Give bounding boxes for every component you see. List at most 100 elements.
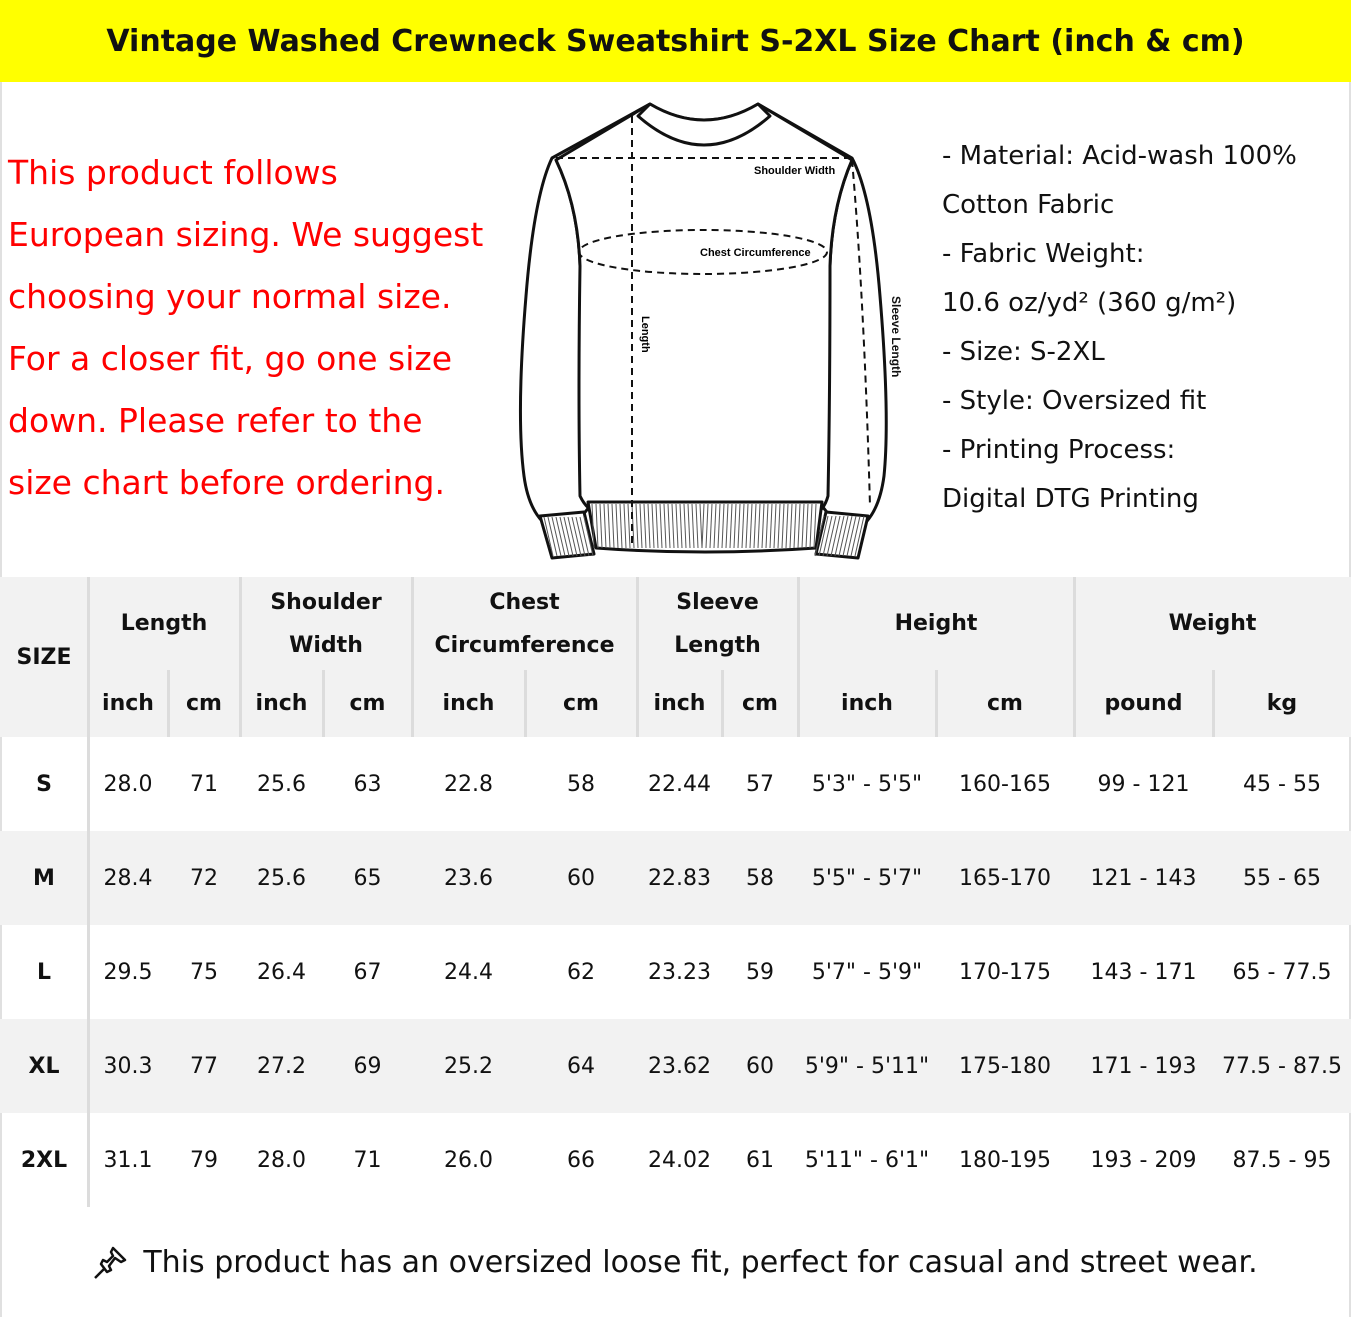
spec-line: 10.6 oz/yd² (360 g/m²) [942,288,1237,318]
value-cell: 71 [353,1147,382,1173]
value-cell: 23.62 [648,1053,711,1079]
unit-header: inch [102,691,154,716]
value-cell: 28.4 [103,865,153,891]
value-cell: 193 - 209 [1090,1147,1197,1173]
column-divider [167,670,170,737]
unit-header: cm [563,691,599,716]
value-cell: 25.6 [257,771,306,797]
unit-header: pound [1104,691,1183,716]
unit-header: inch [653,691,706,716]
sizing-note-line: down. Please refer to the [8,401,423,440]
value-cell: 22.44 [648,771,711,797]
chest-circumference-label: Chest Circumference [700,247,811,259]
size-cell: L [36,959,52,985]
value-cell: 26.4 [257,959,306,985]
size-cell: 2XL [20,1147,68,1173]
spec-line: Cotton Fabric [942,190,1115,220]
column-divider [87,577,90,737]
fit-note: This product has an oversized loose fit,… [0,1207,1351,1317]
value-cell: 175-180 [959,1053,1051,1079]
value-cell: 171 - 193 [1090,1053,1197,1079]
value-cell: 5'7" - 5'9" [811,959,923,985]
table-row: M 28.4 72 25.6 65 23.6 60 22.83 58 5'5" - 5'7" 165… [0,831,1351,925]
value-cell: 72 [190,865,218,891]
sizing-note-line: This product follows [8,153,338,192]
value-cell: 23.23 [648,959,711,985]
column-divider [1212,670,1215,737]
column-group-header: Weight [1168,611,1257,636]
value-cell: 79 [190,1147,218,1173]
sizing-note-line: European sizing. We suggest [8,215,484,254]
table-row: S 28.0 71 25.6 63 22.8 58 22.44 57 5'3" - 5'5" 160… [0,737,1351,831]
size-column-divider [87,1019,90,1113]
value-cell: 61 [746,1147,774,1173]
value-cell: 62 [567,959,595,985]
column-group-header: Chest Circumference [434,589,615,658]
size-table: SIZE Length Shoulder Width Chest Circumfere… [0,577,1351,1207]
value-cell: 31.1 [103,1147,153,1173]
sizing-note-line: choosing your normal size. [8,277,452,316]
value-cell: 58 [746,865,774,891]
spec-line: - Style: Oversized fit [942,386,1207,416]
unit-header: cm [987,691,1023,716]
value-cell: 24.02 [648,1147,711,1173]
shoulder-width-label: Shoulder Width [754,165,835,177]
size-column-divider [87,737,90,831]
fit-note-text: This product has an oversized loose fit,… [143,1244,1258,1280]
value-cell: 121 - 143 [1090,865,1197,891]
spec-line: - Fabric Weight: [942,239,1145,269]
length-label: Length [639,316,651,353]
unit-header: inch [841,691,893,716]
column-divider [411,577,414,737]
value-cell: 60 [746,1053,774,1079]
spec-line: - Material: Acid-wash 100% [942,141,1297,171]
table-row: 2XL 31.1 79 28.0 71 26.0 66 24.02 61 5'11" - 6'1"… [0,1113,1351,1207]
value-cell: 65 - 77.5 [1232,959,1332,985]
value-cell: 71 [190,771,218,797]
product-specs: - Material: Acid-wash 100% Cotton Fabric -… [942,132,1342,524]
value-cell: 67 [353,959,382,985]
value-cell: 24.4 [444,959,493,985]
value-cell: 58 [567,771,595,797]
sizing-note-line: size chart before ordering. [8,463,445,502]
size-column-divider [87,1113,90,1207]
size-header: SIZE [16,644,72,670]
value-cell: 25.2 [444,1053,493,1079]
value-cell: 25.6 [257,865,306,891]
value-cell: 55 - 65 [1243,865,1321,891]
value-cell: 28.0 [103,771,153,797]
unit-header: inch [442,691,495,716]
unit-header: cm [742,691,778,716]
value-cell: 30.3 [103,1053,153,1079]
value-cell: 77.5 - 87.5 [1222,1053,1342,1079]
pushpin-icon [94,1246,127,1279]
value-cell: 87.5 - 95 [1232,1147,1332,1173]
value-cell: 5'9" - 5'11" [804,1053,930,1079]
value-cell: 143 - 171 [1090,959,1197,985]
value-cell: 77 [190,1053,218,1079]
unit-header: cm [186,691,222,716]
column-divider [721,670,724,737]
value-cell: 22.8 [444,771,493,797]
sweatshirt-diagram: Shoulder Width Chest Circumference Lengt… [518,102,903,560]
size-column-divider [87,831,90,925]
value-cell: 28.0 [257,1147,306,1173]
spec-line: Digital DTG Printing [942,484,1199,514]
spec-line: - Size: S-2XL [942,337,1105,367]
value-cell: 5'5" - 5'7" [811,865,923,891]
value-cell: 66 [567,1147,595,1173]
column-divider [322,670,325,737]
value-cell: 64 [567,1053,595,1079]
column-group-header: Height [894,611,978,636]
value-cell: 5'3" - 5'5" [811,771,923,797]
column-group-header: Length [120,611,208,636]
value-cell: 29.5 [103,959,153,985]
column-divider [1073,577,1076,737]
table-row: XL 30.3 77 27.2 69 25.2 64 23.62 60 5'9" - 5'11" 1… [0,1019,1351,1113]
title-banner: Vintage Washed Crewneck Sweatshirt S-2XL… [0,0,1351,82]
value-cell: 180-195 [959,1147,1051,1173]
size-cell: XL [28,1053,60,1079]
value-cell: 57 [746,771,774,797]
column-group-header: Shoulder Width [270,589,382,658]
column-divider [239,577,242,737]
